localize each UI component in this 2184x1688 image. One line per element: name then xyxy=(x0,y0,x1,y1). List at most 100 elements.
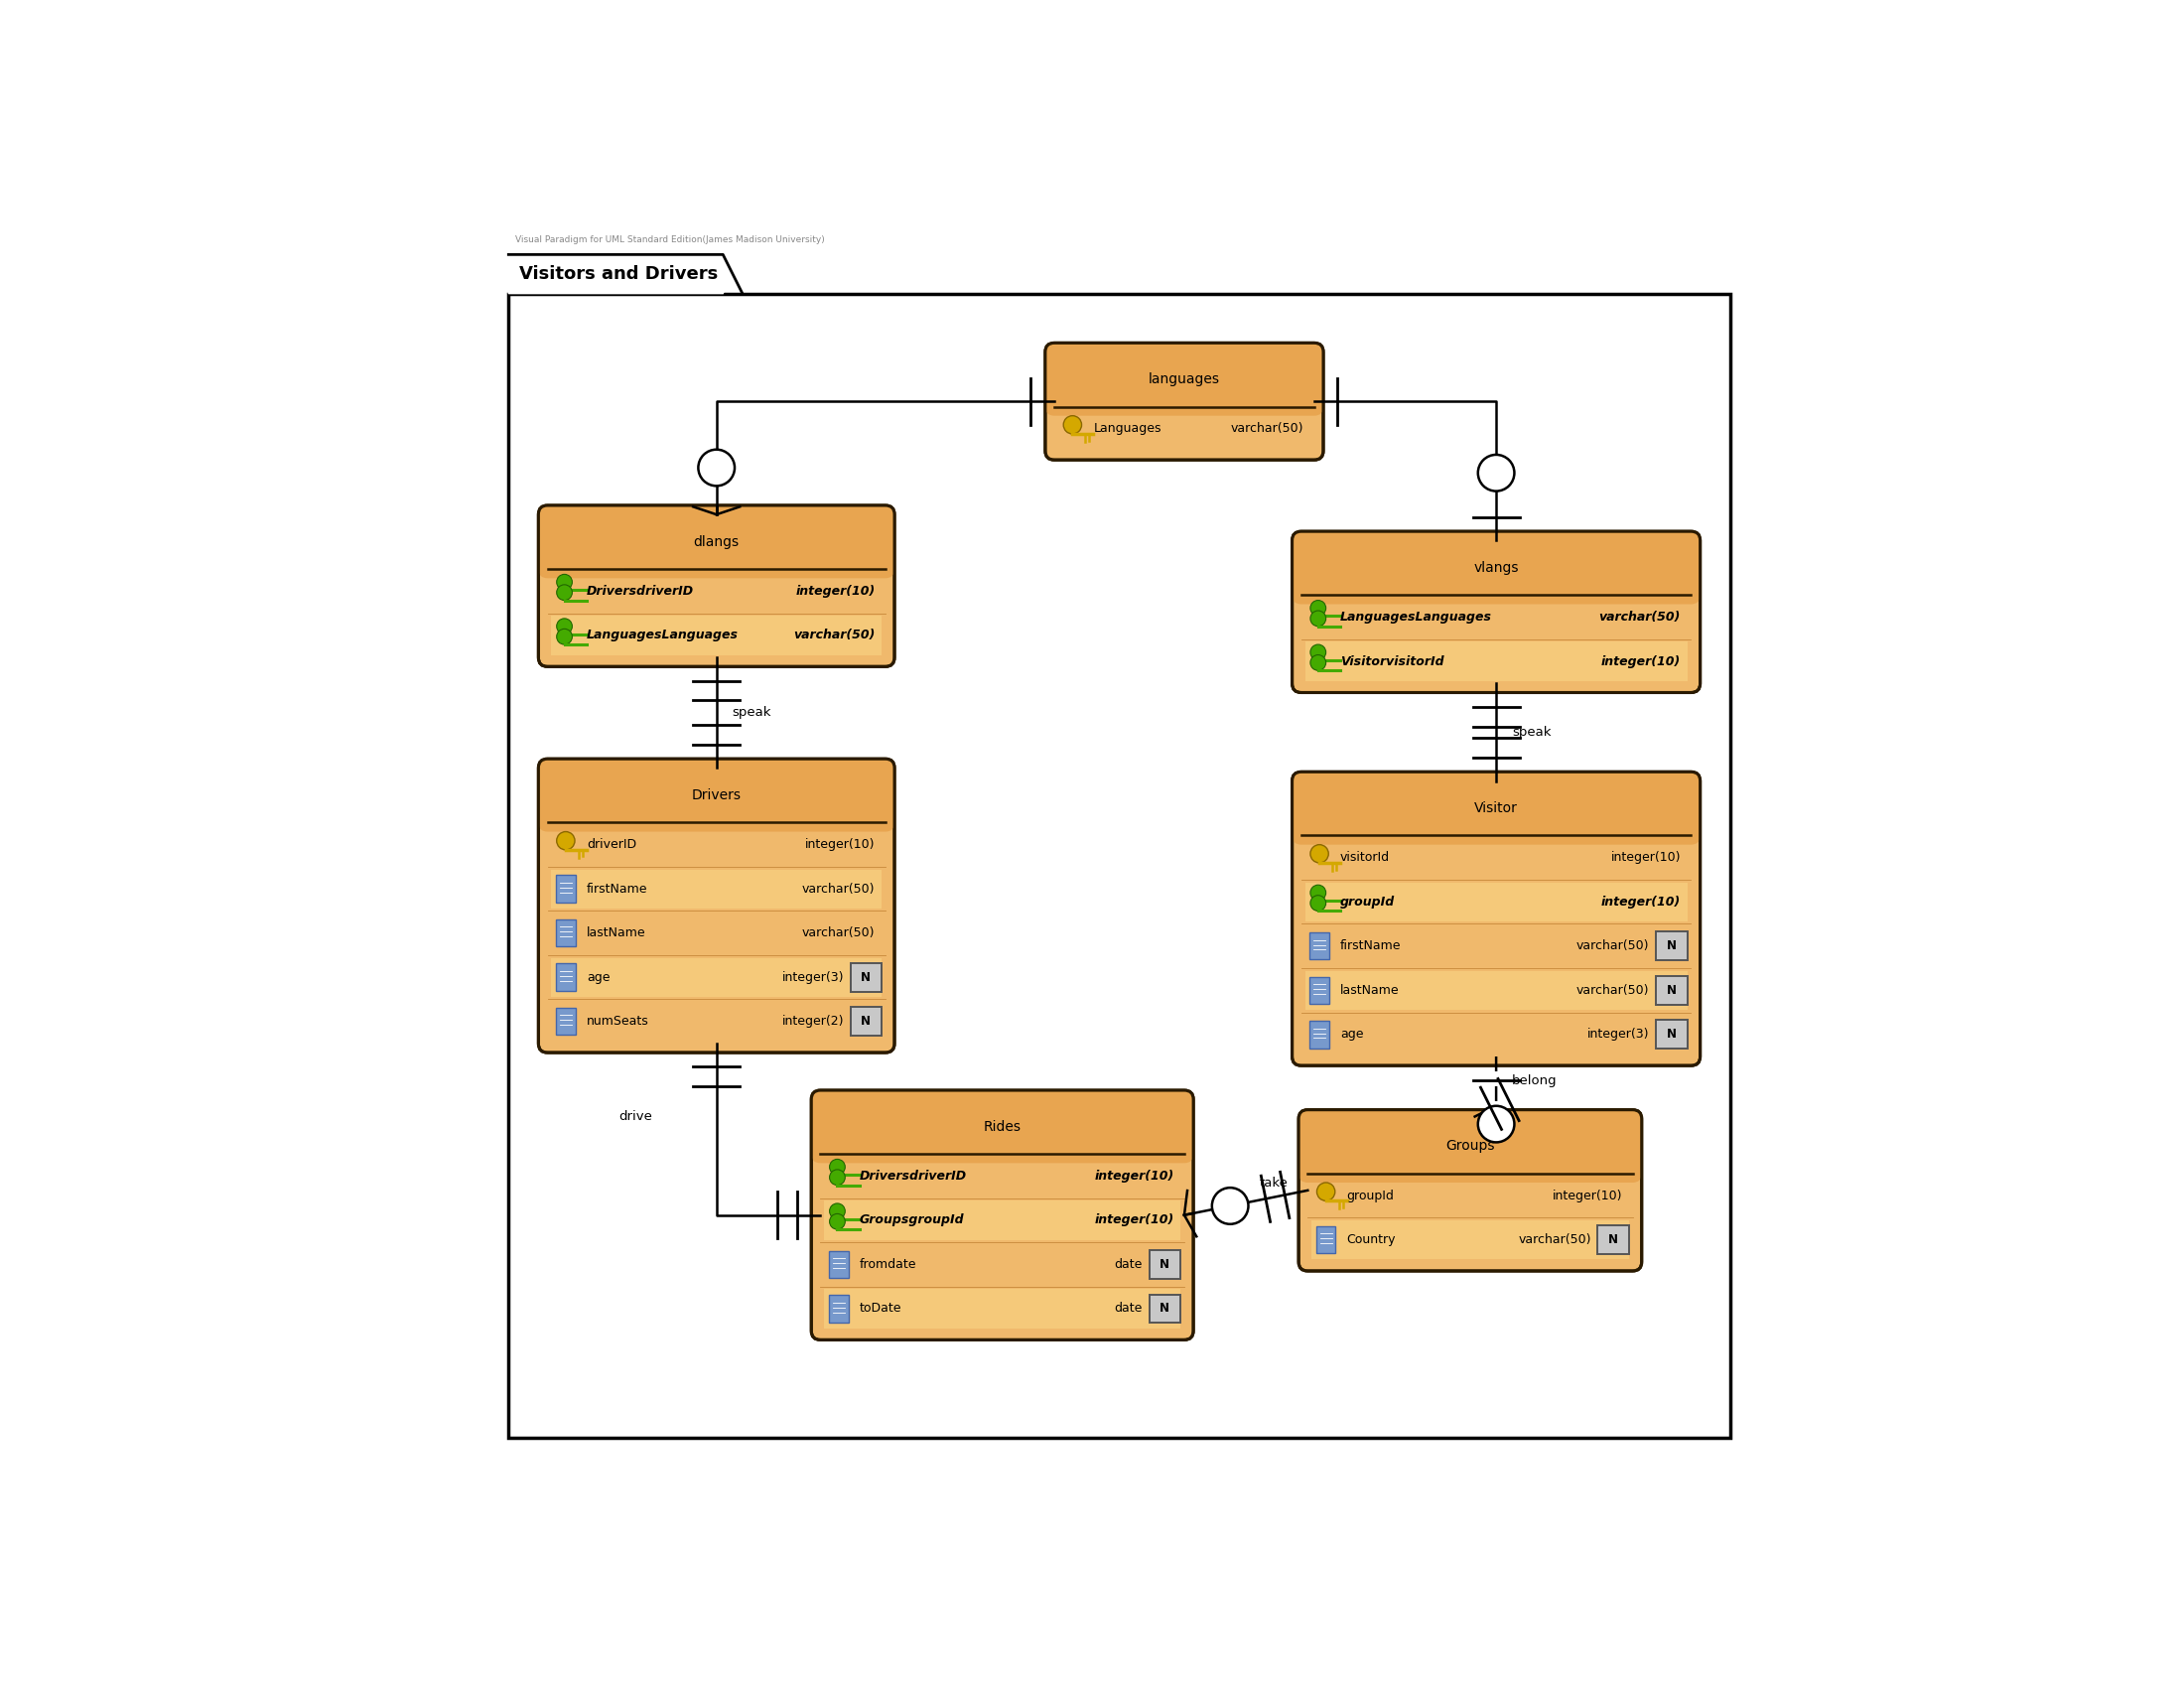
Text: Visitors and Drivers: Visitors and Drivers xyxy=(520,265,719,284)
Circle shape xyxy=(557,832,574,849)
Text: N: N xyxy=(1607,1234,1618,1246)
FancyBboxPatch shape xyxy=(539,760,895,832)
Text: date: date xyxy=(1114,1301,1142,1315)
FancyBboxPatch shape xyxy=(1310,932,1330,960)
Text: integer(10): integer(10) xyxy=(1094,1170,1173,1183)
Text: Visitor: Visitor xyxy=(1474,802,1518,815)
FancyBboxPatch shape xyxy=(550,869,882,908)
Text: N: N xyxy=(1666,940,1677,952)
FancyBboxPatch shape xyxy=(1299,1109,1642,1183)
FancyBboxPatch shape xyxy=(1046,343,1324,415)
Text: N: N xyxy=(860,971,871,984)
Circle shape xyxy=(557,584,572,601)
Text: varchar(50): varchar(50) xyxy=(1599,611,1682,623)
Text: N: N xyxy=(1160,1301,1171,1315)
Circle shape xyxy=(1064,415,1081,434)
Circle shape xyxy=(557,630,572,645)
Text: LanguagesLanguages: LanguagesLanguages xyxy=(587,630,738,641)
FancyBboxPatch shape xyxy=(557,874,574,903)
Circle shape xyxy=(1479,1106,1514,1143)
Text: integer(10): integer(10) xyxy=(1553,1188,1623,1202)
Text: languages: languages xyxy=(1149,373,1221,387)
FancyBboxPatch shape xyxy=(850,962,882,991)
FancyBboxPatch shape xyxy=(539,760,895,1053)
FancyBboxPatch shape xyxy=(1310,1021,1330,1048)
Circle shape xyxy=(1310,885,1326,900)
FancyBboxPatch shape xyxy=(1299,1109,1642,1271)
Text: driverID: driverID xyxy=(587,839,636,851)
Circle shape xyxy=(830,1160,845,1175)
Text: VisitorvisitorId: VisitorvisitorId xyxy=(1341,655,1444,668)
FancyBboxPatch shape xyxy=(810,1090,1192,1340)
Circle shape xyxy=(1310,895,1326,912)
FancyBboxPatch shape xyxy=(539,505,895,667)
Text: Groups: Groups xyxy=(1446,1139,1494,1153)
FancyBboxPatch shape xyxy=(557,920,574,947)
Text: varchar(50): varchar(50) xyxy=(802,927,876,940)
FancyBboxPatch shape xyxy=(550,957,882,996)
Circle shape xyxy=(1317,1183,1334,1200)
Text: varchar(50): varchar(50) xyxy=(802,883,876,895)
Circle shape xyxy=(1310,844,1328,863)
Text: lastName: lastName xyxy=(587,927,646,940)
Text: visitorId: visitorId xyxy=(1341,851,1389,864)
Text: age: age xyxy=(587,971,609,984)
FancyBboxPatch shape xyxy=(1306,641,1688,680)
FancyBboxPatch shape xyxy=(1317,1225,1337,1254)
Circle shape xyxy=(1310,655,1326,670)
FancyBboxPatch shape xyxy=(1655,976,1688,1004)
Text: N: N xyxy=(1160,1258,1171,1271)
FancyBboxPatch shape xyxy=(557,964,574,991)
Text: integer(10): integer(10) xyxy=(1094,1214,1173,1227)
FancyBboxPatch shape xyxy=(1310,977,1330,1004)
Text: integer(10): integer(10) xyxy=(806,839,876,851)
FancyBboxPatch shape xyxy=(1306,883,1688,922)
Circle shape xyxy=(830,1204,845,1219)
Text: date: date xyxy=(1114,1258,1142,1271)
Circle shape xyxy=(1310,645,1326,660)
Circle shape xyxy=(1310,611,1326,626)
FancyBboxPatch shape xyxy=(1149,1295,1179,1323)
FancyBboxPatch shape xyxy=(1293,771,1699,1065)
Text: Visual Paradigm for UML Standard Edition(James Madison University): Visual Paradigm for UML Standard Edition… xyxy=(515,235,826,245)
Text: Drivers: Drivers xyxy=(692,788,740,802)
Text: Rides: Rides xyxy=(983,1119,1022,1134)
Circle shape xyxy=(699,449,734,486)
Text: toDate: toDate xyxy=(860,1301,902,1315)
Text: N: N xyxy=(1666,984,1677,996)
Text: DriversdriverID: DriversdriverID xyxy=(587,584,695,598)
FancyBboxPatch shape xyxy=(1655,932,1688,960)
FancyBboxPatch shape xyxy=(830,1295,847,1322)
FancyBboxPatch shape xyxy=(1149,1251,1179,1280)
FancyBboxPatch shape xyxy=(823,1200,1179,1239)
Text: groupId: groupId xyxy=(1348,1188,1393,1202)
FancyBboxPatch shape xyxy=(1597,1225,1629,1254)
Circle shape xyxy=(1212,1188,1249,1224)
Text: integer(10): integer(10) xyxy=(1601,895,1682,908)
Polygon shape xyxy=(509,255,743,294)
FancyBboxPatch shape xyxy=(557,1008,574,1035)
Circle shape xyxy=(830,1214,845,1229)
FancyBboxPatch shape xyxy=(1306,971,1688,1009)
Text: integer(3): integer(3) xyxy=(782,971,843,984)
Text: varchar(50): varchar(50) xyxy=(1232,422,1304,436)
FancyBboxPatch shape xyxy=(850,1008,882,1036)
Circle shape xyxy=(830,1170,845,1185)
Text: varchar(50): varchar(50) xyxy=(793,630,876,641)
FancyBboxPatch shape xyxy=(1655,1020,1688,1048)
Text: Languages: Languages xyxy=(1094,422,1162,436)
Text: numSeats: numSeats xyxy=(587,1014,649,1028)
Text: varchar(50): varchar(50) xyxy=(1518,1234,1590,1246)
Text: integer(10): integer(10) xyxy=(795,584,876,598)
Circle shape xyxy=(557,574,572,589)
Text: drive: drive xyxy=(618,1109,653,1123)
Text: speak: speak xyxy=(732,706,771,719)
Text: varchar(50): varchar(50) xyxy=(1577,940,1649,952)
FancyBboxPatch shape xyxy=(1313,1220,1629,1259)
FancyBboxPatch shape xyxy=(539,505,895,579)
Text: DriversdriverID: DriversdriverID xyxy=(860,1170,968,1183)
Text: age: age xyxy=(1341,1028,1363,1041)
Text: fromdate: fromdate xyxy=(860,1258,917,1271)
FancyBboxPatch shape xyxy=(1293,771,1699,844)
FancyBboxPatch shape xyxy=(1046,343,1324,459)
